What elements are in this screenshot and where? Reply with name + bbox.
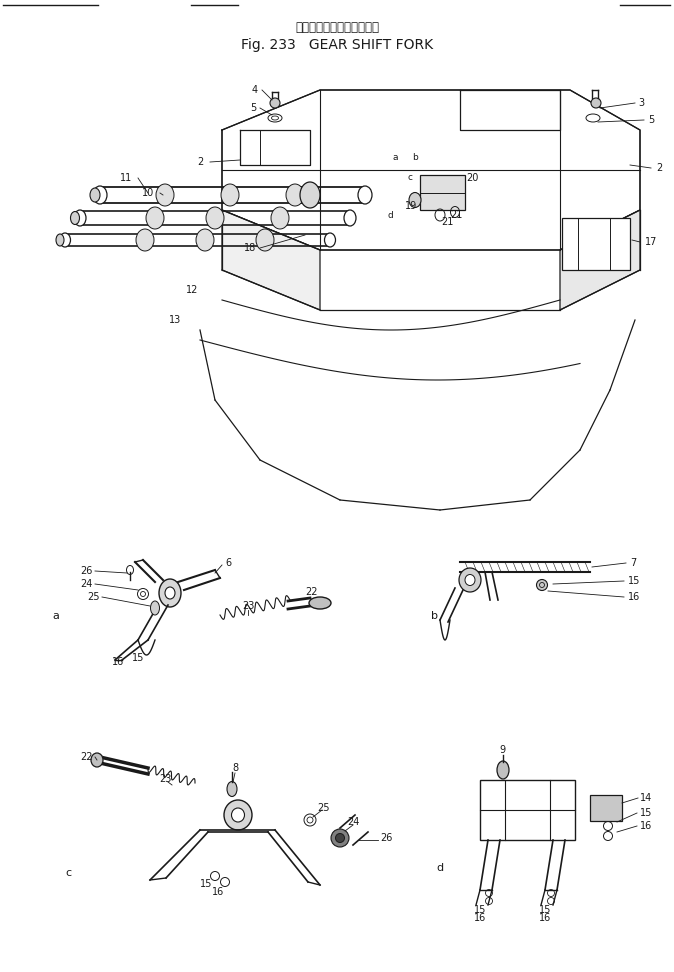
Ellipse shape (497, 761, 509, 779)
Text: 19: 19 (405, 201, 417, 211)
Text: 11: 11 (120, 173, 132, 183)
Polygon shape (222, 210, 320, 310)
Text: a: a (53, 611, 59, 621)
Text: d: d (437, 863, 443, 873)
Ellipse shape (231, 808, 245, 822)
Ellipse shape (221, 184, 239, 206)
Ellipse shape (71, 212, 80, 225)
Text: 25: 25 (88, 592, 100, 602)
Text: 5: 5 (648, 115, 654, 125)
Bar (562, 218, 630, 270)
Ellipse shape (196, 229, 214, 251)
Ellipse shape (227, 781, 237, 796)
Text: 6: 6 (225, 558, 231, 568)
Text: 18: 18 (244, 243, 256, 253)
Ellipse shape (270, 98, 280, 108)
Text: d: d (387, 211, 393, 220)
Text: 15: 15 (628, 576, 640, 586)
Ellipse shape (93, 186, 107, 204)
Ellipse shape (344, 210, 356, 226)
Text: b: b (412, 154, 418, 162)
Text: 15: 15 (200, 879, 212, 889)
Text: 13: 13 (169, 315, 181, 325)
Text: 15: 15 (640, 808, 652, 818)
Ellipse shape (591, 98, 601, 108)
Ellipse shape (146, 207, 164, 229)
Text: ギヤー　シフト　フォーク: ギヤー シフト フォーク (295, 21, 379, 34)
Ellipse shape (224, 800, 252, 830)
Ellipse shape (300, 182, 320, 208)
Ellipse shape (59, 233, 71, 247)
Text: 26: 26 (380, 833, 392, 843)
Ellipse shape (537, 579, 547, 591)
Ellipse shape (156, 184, 174, 206)
Text: b: b (431, 611, 437, 621)
Text: 16: 16 (112, 657, 124, 667)
Ellipse shape (271, 207, 289, 229)
Text: 10: 10 (142, 188, 154, 198)
Text: 22: 22 (80, 752, 93, 762)
Ellipse shape (136, 229, 154, 251)
Polygon shape (560, 210, 640, 310)
Text: 22: 22 (305, 587, 318, 597)
Text: 24: 24 (81, 579, 93, 589)
Text: 16: 16 (640, 821, 652, 831)
Bar (590, 795, 622, 821)
Text: 5: 5 (250, 103, 256, 113)
Text: 7: 7 (630, 558, 636, 568)
Ellipse shape (358, 186, 372, 204)
Ellipse shape (465, 574, 475, 585)
Text: 15: 15 (474, 905, 486, 915)
Text: 16: 16 (212, 887, 224, 897)
Text: Fig. 233   GEAR SHIFT FORK: Fig. 233 GEAR SHIFT FORK (241, 38, 433, 52)
Text: 2: 2 (656, 163, 663, 173)
Polygon shape (222, 90, 640, 250)
Text: 12: 12 (186, 285, 198, 295)
Text: 23: 23 (242, 601, 254, 611)
Text: c: c (65, 868, 71, 878)
Bar (420, 175, 465, 210)
Text: 21: 21 (441, 217, 453, 227)
Ellipse shape (409, 192, 421, 207)
Ellipse shape (165, 587, 175, 599)
Ellipse shape (90, 188, 100, 202)
Text: c: c (408, 173, 412, 183)
Ellipse shape (91, 753, 103, 767)
Ellipse shape (206, 207, 224, 229)
Text: 3: 3 (638, 98, 644, 108)
Ellipse shape (324, 233, 336, 247)
Ellipse shape (159, 579, 181, 607)
Ellipse shape (331, 829, 349, 847)
Text: 15: 15 (132, 653, 144, 663)
Text: 15: 15 (539, 905, 551, 915)
Text: 17: 17 (645, 237, 657, 247)
Text: 20: 20 (466, 173, 478, 183)
Text: 4: 4 (252, 85, 258, 95)
Text: 9: 9 (499, 745, 505, 755)
Text: 24: 24 (348, 817, 360, 827)
Text: 23: 23 (159, 774, 171, 784)
Text: a: a (392, 154, 398, 162)
Text: 8: 8 (232, 763, 238, 773)
Ellipse shape (256, 229, 274, 251)
Ellipse shape (459, 568, 481, 592)
Text: 2: 2 (197, 157, 203, 167)
Ellipse shape (286, 184, 304, 206)
Ellipse shape (309, 597, 331, 609)
Text: 21: 21 (450, 210, 462, 220)
Ellipse shape (336, 834, 344, 843)
Ellipse shape (74, 210, 86, 226)
Text: 14: 14 (640, 793, 652, 803)
Text: 16: 16 (539, 913, 551, 923)
Text: 16: 16 (474, 913, 486, 923)
Text: 26: 26 (81, 566, 93, 576)
Text: 25: 25 (317, 803, 330, 813)
Ellipse shape (56, 234, 64, 246)
Ellipse shape (150, 601, 160, 615)
Bar (480, 780, 575, 840)
Text: 16: 16 (628, 592, 640, 602)
